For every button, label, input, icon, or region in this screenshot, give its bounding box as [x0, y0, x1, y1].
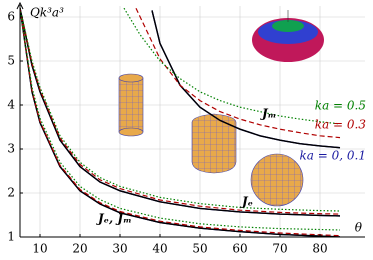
annotation: Jₑ [240, 195, 253, 209]
curve [151, 10, 341, 149]
annotation: ka = 0, 0.1 [300, 149, 366, 163]
y-axis-label: Qk³a³ [30, 6, 64, 20]
annotation: ka = 0.3 [315, 118, 367, 132]
x-tick-label: 50 [192, 242, 207, 256]
curve [20, 8, 341, 231]
inset-torus [252, 10, 324, 62]
x-tick-label: 70 [272, 242, 287, 256]
curve [20, 8, 341, 212]
y-tick-label: 3 [7, 142, 15, 156]
y-tick-label: 4 [7, 98, 15, 112]
x-tick-label: 80 [312, 242, 327, 256]
axes [16, 1, 365, 238]
x-tick-label: 30 [112, 242, 127, 256]
y-tick-label: 5 [7, 54, 15, 68]
annotation: ka = 0.5 [315, 99, 366, 113]
curve [20, 8, 341, 217]
y-tick-label: 6 [7, 10, 15, 24]
curves [20, 7, 341, 237]
y-tick-label: 1 [7, 230, 15, 244]
inset-cylinder-small [118, 73, 144, 137]
x-tick-label: 10 [32, 242, 47, 256]
x-tick-label: 60 [232, 242, 247, 256]
curve [20, 8, 341, 237]
x-tick-label: 20 [72, 242, 87, 256]
y-tick-label: 2 [7, 186, 15, 200]
annotation: Jₑ, Jₘ [96, 212, 132, 226]
curve [135, 7, 341, 139]
inset-sphere [250, 153, 304, 207]
annotation: θ [355, 221, 363, 235]
curve [20, 8, 341, 215]
annotation: Jₘ [260, 107, 276, 121]
inset-cylinder [191, 113, 237, 174]
x-tick-label: 40 [152, 242, 167, 256]
